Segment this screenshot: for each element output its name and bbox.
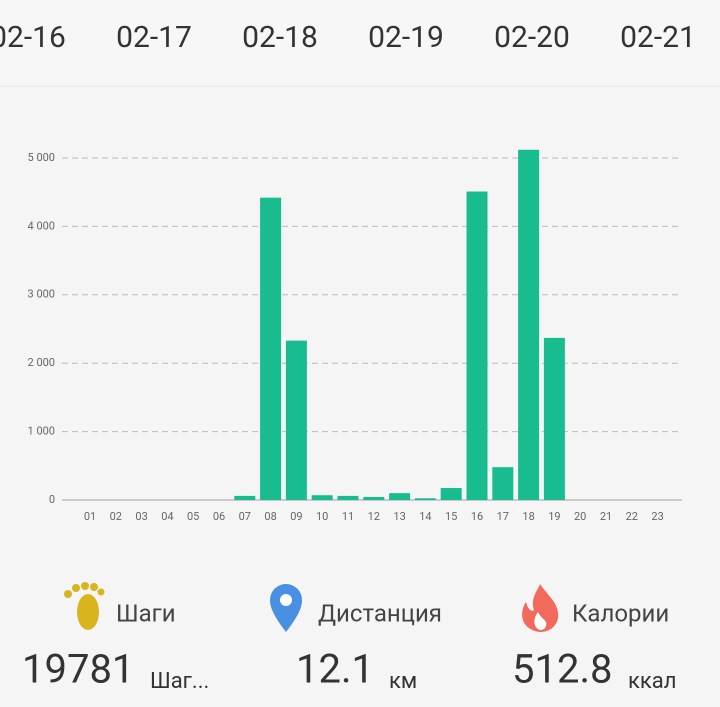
date-tab[interactable]: 02-18: [242, 20, 318, 55]
x-tick-label: 13: [393, 510, 405, 523]
x-tick-label: 10: [316, 510, 328, 523]
x-tick-label: 12: [368, 510, 380, 523]
bar: [234, 495, 256, 500]
x-tick-label: 15: [445, 510, 457, 523]
x-tick-label: 20: [574, 510, 586, 523]
stat-unit: ккал: [628, 669, 676, 694]
bar: [466, 191, 488, 501]
x-tick-label: 23: [651, 510, 663, 523]
bar: [518, 149, 540, 501]
bar: [285, 340, 307, 500]
bar: [260, 197, 282, 500]
x-tick-label: 16: [471, 510, 483, 523]
x-tick-label: 03: [135, 510, 147, 523]
x-tick-label: 21: [600, 510, 612, 523]
x-tick-label: 02: [110, 510, 122, 523]
bar: [492, 467, 514, 500]
y-tick-label: 5 000: [28, 151, 55, 164]
stat-label: Калории: [572, 599, 669, 627]
x-tick-label: 04: [161, 510, 173, 523]
x-tick-label: 07: [239, 510, 251, 523]
location-icon: [270, 584, 302, 632]
x-tick-label: 18: [522, 510, 534, 523]
y-tick-label: 4 000: [28, 219, 55, 232]
y-tick-label: 0: [49, 493, 55, 506]
bar: [414, 498, 436, 500]
x-tick-label: 08: [264, 510, 276, 523]
x-tick-label: 11: [342, 510, 354, 523]
stat-label: Дистанция: [318, 599, 442, 627]
stat-value: 19781: [22, 646, 134, 693]
stat-label: Шаги: [116, 599, 176, 627]
x-tick-label: 06: [213, 510, 225, 523]
stat-value: 512.8: [512, 646, 612, 693]
bar: [363, 496, 385, 500]
tab-bar: [0, 0, 720, 86]
flame-icon: [522, 584, 559, 632]
x-tick-label: 01: [84, 510, 96, 523]
bar: [389, 493, 411, 500]
bar: [337, 495, 359, 500]
x-tick-label: 09: [290, 510, 302, 523]
y-tick-label: 3 000: [28, 288, 55, 301]
date-tabs: 02-16 02-17 02-18 02-19 02-20 02-21: [0, 20, 696, 55]
stats: Шаги 19781 Шаг... Дистанция 12.1 км Калории 512…: [22, 599, 676, 693]
x-tick-label: 05: [187, 510, 199, 523]
date-tab[interactable]: 02-16: [0, 20, 66, 55]
date-tab[interactable]: 02-21: [620, 20, 696, 55]
x-tick-label: 14: [419, 510, 431, 523]
stat-value: 12.1: [296, 646, 374, 693]
bar: [311, 495, 333, 500]
x-tick-label: 17: [497, 510, 509, 523]
stat-unit: км: [389, 669, 417, 694]
chart: 0 1 000 2 000 3 000 4 000 5 000 01 02 03 04 05 06 07…: [28, 149, 682, 523]
x-tick-label: 22: [626, 510, 638, 523]
bar: [543, 337, 565, 500]
date-tab[interactable]: 02-19: [368, 20, 444, 55]
x-tick-label: 19: [548, 510, 560, 523]
y-tick-label: 1 000: [28, 425, 55, 438]
stat-unit: Шаг...: [150, 669, 209, 694]
date-tab[interactable]: 02-20: [494, 20, 570, 55]
footprint-icon: [64, 582, 105, 630]
date-tab[interactable]: 02-17: [116, 20, 192, 55]
bar: [440, 488, 462, 500]
y-tick-label: 2 000: [28, 356, 55, 369]
